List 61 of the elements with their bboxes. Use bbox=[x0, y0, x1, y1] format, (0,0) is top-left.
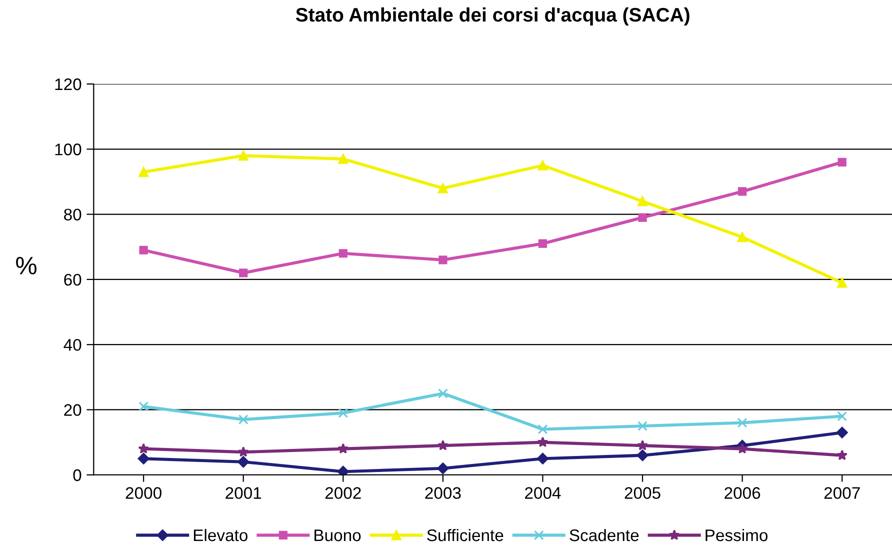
point bbox=[139, 246, 148, 254]
point bbox=[138, 452, 150, 464]
y-tick-label: 60 bbox=[64, 274, 82, 286]
point bbox=[337, 466, 349, 475]
point bbox=[338, 443, 349, 454]
x-tick-label: 2007 bbox=[824, 487, 860, 499]
point bbox=[437, 440, 448, 450]
point bbox=[536, 452, 548, 464]
legend-label: Elevato bbox=[194, 528, 248, 542]
point bbox=[338, 249, 348, 258]
legend-label: Scadente bbox=[570, 528, 639, 542]
point bbox=[737, 232, 748, 242]
y-tick-label: 100 bbox=[55, 144, 82, 156]
legend-label: Sufficiente bbox=[427, 528, 504, 542]
point bbox=[638, 196, 648, 206]
y-axis-title: % bbox=[16, 256, 36, 274]
point bbox=[338, 154, 348, 164]
point bbox=[238, 446, 249, 457]
y-tick-label: 80 bbox=[64, 208, 82, 220]
point bbox=[438, 256, 448, 264]
point bbox=[837, 411, 848, 422]
point bbox=[836, 450, 848, 460]
point bbox=[737, 418, 748, 428]
x-tick-label: 2004 bbox=[525, 487, 561, 499]
point bbox=[438, 183, 448, 194]
point bbox=[238, 456, 250, 468]
point bbox=[538, 424, 548, 434]
x-tick-label: 2005 bbox=[624, 487, 660, 499]
point bbox=[538, 160, 548, 170]
point bbox=[437, 462, 449, 474]
x-tick-label: 2002 bbox=[325, 487, 361, 499]
legend-label: Buono bbox=[314, 530, 361, 542]
point bbox=[138, 443, 150, 454]
y-tick-label: 20 bbox=[64, 404, 82, 416]
point bbox=[238, 414, 248, 425]
chart-title: Stato Ambientale dei corsi d'acqua (SACA) bbox=[296, 7, 690, 26]
point bbox=[138, 401, 149, 412]
x-tick-label: 2001 bbox=[226, 487, 262, 499]
x-tick-label: 2006 bbox=[724, 487, 760, 499]
point bbox=[838, 158, 846, 166]
point bbox=[238, 150, 248, 161]
point bbox=[836, 426, 848, 438]
point bbox=[638, 213, 647, 222]
point bbox=[638, 421, 648, 432]
point bbox=[138, 166, 149, 177]
point bbox=[738, 187, 747, 196]
y-tick-label: 0 bbox=[73, 469, 82, 482]
point bbox=[837, 278, 848, 288]
point bbox=[736, 443, 748, 454]
point bbox=[438, 388, 448, 398]
point bbox=[538, 239, 548, 248]
point bbox=[637, 440, 648, 450]
x-tick-label: 2000 bbox=[126, 487, 162, 499]
point bbox=[537, 436, 548, 448]
y-tick-label: 40 bbox=[64, 338, 82, 351]
x-tick-label: 2003 bbox=[425, 487, 461, 499]
y-tick-label: 120 bbox=[55, 78, 82, 90]
legend-label: Pessimo bbox=[706, 528, 768, 542]
point bbox=[636, 450, 648, 462]
point bbox=[239, 268, 248, 278]
point bbox=[338, 408, 348, 418]
